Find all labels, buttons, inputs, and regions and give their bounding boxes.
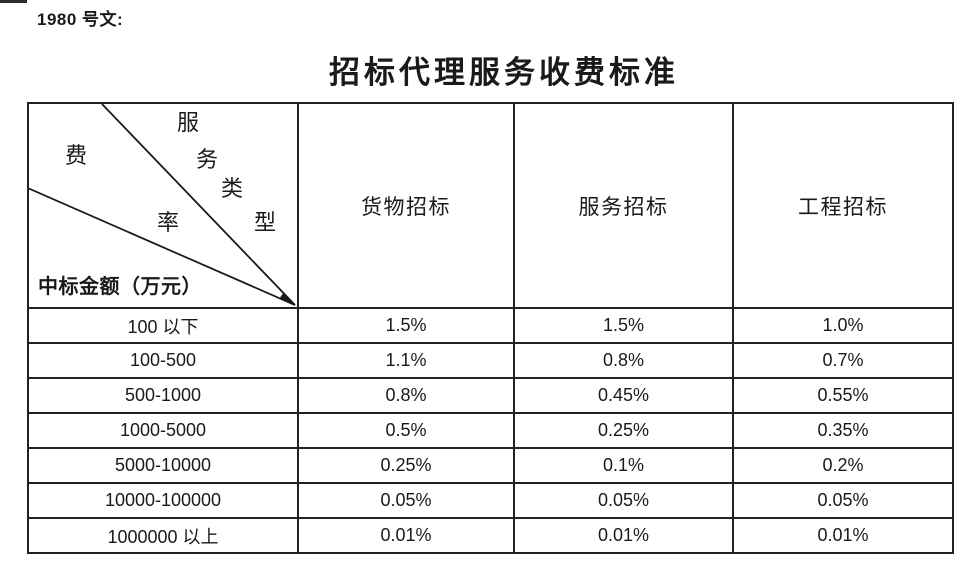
fee-value-cell: 1.1% bbox=[297, 342, 515, 379]
corner-char-service-3: 类 bbox=[221, 176, 244, 201]
document-reference: 1980 号文: bbox=[37, 10, 124, 29]
row-range-cell: 500-1000 bbox=[27, 377, 299, 414]
table-row: 100 以下 1.5% 1.5% 1.0% bbox=[27, 307, 954, 344]
amount-axis-label: 中标金额（万元） bbox=[38, 276, 202, 298]
fee-value-cell: 0.55% bbox=[732, 377, 954, 414]
corner-char-service-1: 服 bbox=[177, 110, 200, 135]
table-row: 500-1000 0.8% 0.45% 0.55% bbox=[27, 377, 954, 414]
table-row: 10000-100000 0.05% 0.05% 0.05% bbox=[27, 482, 954, 519]
fee-value-cell: 0.05% bbox=[513, 482, 734, 519]
fee-value-cell: 0.05% bbox=[732, 482, 954, 519]
column-header-goods: 货物招标 bbox=[297, 102, 515, 309]
column-header-services: 服务招标 bbox=[513, 102, 734, 309]
fee-value-cell: 1.0% bbox=[732, 307, 954, 344]
column-header-engineering: 工程招标 bbox=[732, 102, 954, 309]
fee-standard-table: 服 务 类 型 费 率 中标金额（万元） 货物招标 服务招标 工程招标 100 … bbox=[27, 102, 954, 554]
row-range-cell: 5000-10000 bbox=[27, 447, 299, 484]
corner-char-service-4: 型 bbox=[254, 210, 277, 235]
row-range-cell: 100-500 bbox=[27, 342, 299, 379]
header-row: 服 务 类 型 费 率 中标金额（万元） 货物招标 服务招标 工程招标 bbox=[27, 102, 954, 309]
row-range-cell: 1000-5000 bbox=[27, 412, 299, 449]
corner-char-fee-1: 费 bbox=[65, 143, 88, 168]
fee-value-cell: 0.2% bbox=[732, 447, 954, 484]
row-range-cell: 100 以下 bbox=[27, 307, 299, 344]
corner-char-service-2: 务 bbox=[196, 147, 219, 172]
fee-value-cell: 0.01% bbox=[297, 517, 515, 554]
fee-value-cell: 0.1% bbox=[513, 447, 734, 484]
page-title: 招标代理服务收费标准 bbox=[329, 55, 679, 90]
fee-value-cell: 1.5% bbox=[297, 307, 515, 344]
fee-value-cell: 0.7% bbox=[732, 342, 954, 379]
corner-char-fee-2: 率 bbox=[157, 210, 180, 235]
fee-value-cell: 0.8% bbox=[513, 342, 734, 379]
fee-value-cell: 0.45% bbox=[513, 377, 734, 414]
fee-value-cell: 0.05% bbox=[297, 482, 515, 519]
fee-value-cell: 0.25% bbox=[297, 447, 515, 484]
fee-value-cell: 0.5% bbox=[297, 412, 515, 449]
fee-value-cell: 0.01% bbox=[732, 517, 954, 554]
table-row: 5000-10000 0.25% 0.1% 0.2% bbox=[27, 447, 954, 484]
table-row: 1000000 以上 0.01% 0.01% 0.01% bbox=[27, 517, 954, 554]
row-range-cell: 1000000 以上 bbox=[27, 517, 299, 554]
table-row: 100-500 1.1% 0.8% 0.7% bbox=[27, 342, 954, 379]
fee-value-cell: 1.5% bbox=[513, 307, 734, 344]
fee-value-cell: 0.01% bbox=[513, 517, 734, 554]
row-range-cell: 10000-100000 bbox=[27, 482, 299, 519]
fee-value-cell: 0.8% bbox=[297, 377, 515, 414]
diagonal-lines bbox=[29, 104, 296, 306]
fee-value-cell: 0.35% bbox=[732, 412, 954, 449]
scan-artifact-line bbox=[0, 0, 27, 3]
diagonal-corner-cell: 服 务 类 型 费 率 中标金额（万元） bbox=[27, 102, 299, 309]
table-row: 1000-5000 0.5% 0.25% 0.35% bbox=[27, 412, 954, 449]
fee-value-cell: 0.25% bbox=[513, 412, 734, 449]
